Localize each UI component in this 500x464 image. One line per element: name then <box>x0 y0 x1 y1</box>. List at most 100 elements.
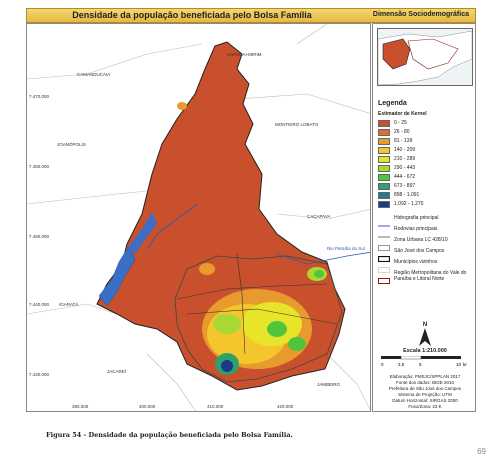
hydrography <box>146 203 370 265</box>
legend-class-row: 140 - 209 <box>378 147 478 155</box>
urban-zone <box>174 255 343 383</box>
coord-x: 400.000 <box>139 404 156 409</box>
figure-caption: Figura 54 - Densidade da população benef… <box>46 431 293 439</box>
neighbor-label-west: JOANÓPOLIS <box>57 142 86 147</box>
north-label: N <box>422 322 428 328</box>
neighbor-label-south: JACAREÍ <box>107 369 127 374</box>
legend-swatch <box>378 192 390 199</box>
legend-class-row: 444 - 672 <box>378 174 478 182</box>
coord-y: 7.440.000 <box>29 302 50 307</box>
legend-line-symbol <box>378 260 390 273</box>
neighbor-label-northwest: CAMANDUCAIA <box>77 72 111 77</box>
credit-line: Fonte dos dados: IBGE 2010 <box>395 380 455 385</box>
legend-class-row: 1.092 - 1.270 <box>378 201 478 209</box>
credit-line: Fuso/Zona: 23 K <box>408 404 442 409</box>
coord-y: 7.470.000 <box>29 94 50 99</box>
legend-swatch <box>378 138 390 145</box>
legend-line-label: Municípios vizinhos <box>394 259 438 265</box>
legend-class-label: 673 - 897 <box>394 183 416 189</box>
scale-label: Escala 1:210.000 <box>403 348 447 354</box>
legend-panel: Legenda Estimador de Kernel 0 - 25 26 - 8… <box>372 23 476 412</box>
legend-title: Legenda <box>378 100 407 107</box>
legend-line-symbol <box>378 227 390 238</box>
coord-y: 7.450.000 <box>29 234 50 239</box>
legend-line-label: São José dos Campos <box>394 248 445 254</box>
legend-class-row: 26 - 80 <box>378 129 478 137</box>
map-svg <box>27 24 370 411</box>
neighbor-label-southwest: IGARATÁ <box>59 302 79 307</box>
legend-swatch <box>378 147 390 154</box>
neighbor-label-east2: CAÇAPAVA <box>307 214 331 219</box>
legend-class-label: 898 - 1.091 <box>394 192 420 198</box>
legend-class-row: 290 - 443 <box>378 165 478 173</box>
legend-class-row: 0 - 25 <box>378 120 478 128</box>
legend-swatch <box>378 201 390 208</box>
page-number: 69 <box>477 447 486 456</box>
coord-x: 420.000 <box>277 404 294 409</box>
legend-class-row: 210 - 289 <box>378 156 478 164</box>
legend-swatch <box>378 156 390 163</box>
map-subtitle: Dimensão Sociodemográfica <box>372 11 469 18</box>
legend-class-label: 444 - 672 <box>394 174 416 180</box>
neighbor-boundaries <box>27 24 370 411</box>
scale-tick: 2,5 <box>398 362 405 367</box>
legend-subtitle: Estimador de Kernel <box>378 111 427 117</box>
roads <box>176 253 338 355</box>
credit-line: Datum Horizontal: SIRGAS 2000 <box>392 398 458 403</box>
coord-x: 390.000 <box>72 404 89 409</box>
legend-line-row: Hidrografia principal <box>378 214 478 227</box>
neighbor-label-southeast: JAMBEIRO <box>317 382 341 387</box>
reservoir <box>98 245 136 307</box>
legend-class-label: 26 - 80 <box>394 129 410 135</box>
legend-class-row: 673 - 897 <box>378 183 478 191</box>
credit-line: Elaboração: PMSJC/SPPLAN 2017 <box>389 374 461 379</box>
legend-class-label: 210 - 289 <box>394 156 416 162</box>
scale-unit: km <box>463 362 467 367</box>
scale-tick: 5 <box>419 362 422 367</box>
scale-bar: 0 2,5 5 10 km <box>381 356 467 367</box>
coord-y: 7.430.000 <box>29 372 50 377</box>
credit-line: Sistema de Projeção: UTM <box>398 392 452 397</box>
north-arrow-icon <box>419 328 431 346</box>
legend-class-row: 898 - 1.091 <box>378 192 478 200</box>
legend-line-label: Zona Urbana LC 428/10 <box>394 237 448 243</box>
legend-line-label: Rodovias principais <box>394 226 438 232</box>
legend-class-label: 81 - 139 <box>394 138 413 144</box>
scale-tick: 0 <box>381 362 384 367</box>
legend-swatch <box>378 129 390 136</box>
legend-swatch <box>378 120 390 127</box>
legend-line-symbol <box>378 238 390 251</box>
credits: Elaboração: PMSJC/SPPLAN 2017 Fonte dos d… <box>373 374 477 410</box>
location-inset-map <box>377 28 473 86</box>
legend-line-label: Região Metropolitana do Vale do Paraíba … <box>394 270 467 282</box>
legend-line-symbol <box>377 249 391 263</box>
neighbor-label-east: MONTEIRO LOBATO <box>275 122 319 127</box>
legend-line-row: Municípios vizinhos <box>378 258 478 273</box>
neighbor-label-north: SAPUCAI-MIRIM <box>227 52 262 57</box>
kernel-hotspots <box>177 102 327 375</box>
legend-class-label: 0 - 25 <box>394 120 407 126</box>
title-bar: Densidade da população beneficiada pelo … <box>26 8 476 23</box>
coord-y: 7.460.000 <box>29 164 50 169</box>
legend-class-row: 81 - 139 <box>378 138 478 146</box>
legend-line-row: São José dos Campos <box>377 247 478 263</box>
map-title: Densidade da população beneficiada pelo … <box>72 10 312 20</box>
legend-line-row: Rodovias principais <box>378 225 478 238</box>
legend-line-row: Região Metropolitana do Vale do Paraíba … <box>378 269 478 284</box>
legend-line-symbol <box>378 271 390 284</box>
coord-x: 410.000 <box>207 404 224 409</box>
credit-line: Prefeitura de São José dos Campos <box>388 386 462 391</box>
legend-swatch <box>378 183 390 190</box>
main-map: SAPUCAI-MIRIM CAMANDUCAIA JOANÓPOLIS MON… <box>26 23 371 412</box>
legend-swatch <box>378 165 390 172</box>
river-label: Rio Paraíba do Sul <box>327 246 365 251</box>
legend-class-label: 140 - 209 <box>394 147 416 153</box>
north-arrow: N <box>418 322 432 348</box>
map-frame: Densidade da população beneficiada pelo … <box>26 8 476 412</box>
legend-line-symbol <box>378 216 390 227</box>
legend-line-label: Hidrografia principal <box>394 215 439 221</box>
legend-class-label: 290 - 443 <box>394 165 416 171</box>
legend-class-label: 1.092 - 1.270 <box>394 201 424 207</box>
legend-line-row: Zona Urbana LC 428/10 <box>378 236 478 251</box>
scale-tick: 10 <box>456 362 462 367</box>
